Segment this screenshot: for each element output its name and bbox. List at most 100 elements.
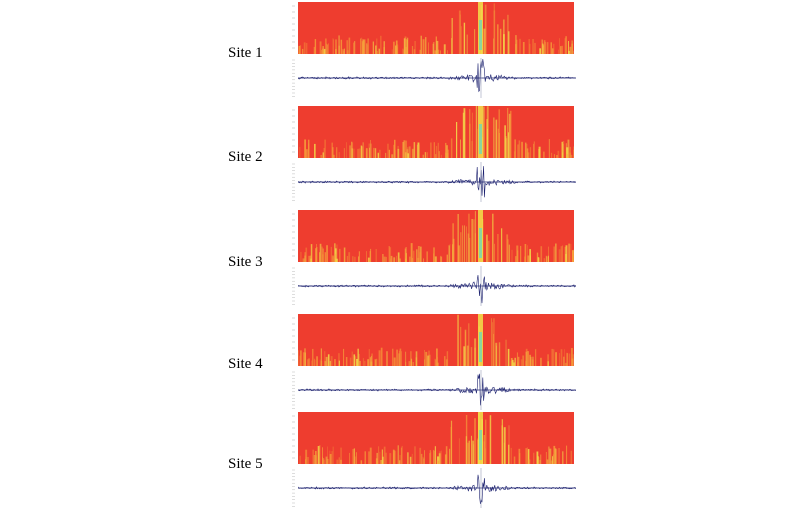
spectrogram-streak bbox=[396, 44, 399, 54]
spectrogram-streak bbox=[435, 154, 437, 158]
spectrogram-streak bbox=[559, 38, 560, 54]
spectrogram-streak bbox=[361, 41, 364, 54]
waveform-trace bbox=[298, 474, 576, 505]
spectrogram-streak bbox=[369, 357, 371, 366]
spectrogram-streak bbox=[413, 49, 416, 54]
spectrogram-streak bbox=[326, 44, 328, 54]
spectrogram-streak bbox=[533, 452, 535, 464]
spectrogram-streak bbox=[504, 125, 506, 158]
spectrogram-streak bbox=[364, 451, 366, 464]
spectrogram-streak bbox=[382, 254, 384, 262]
site-5-spectrogram bbox=[298, 412, 574, 464]
spectrogram-streak bbox=[332, 38, 334, 54]
spectrogram-streak bbox=[344, 247, 345, 262]
spectrogram-streak bbox=[555, 449, 558, 464]
spectrogram-streak bbox=[465, 226, 467, 262]
spectrogram-streak bbox=[383, 446, 386, 464]
spectrogram-streak bbox=[360, 460, 363, 464]
spectrogram-streak bbox=[494, 243, 495, 262]
spectrogram-streak bbox=[322, 456, 323, 464]
spectrogram-streak bbox=[397, 252, 400, 262]
spectrogram-streak bbox=[456, 122, 458, 158]
spectrogram-streak bbox=[463, 108, 466, 158]
spectrogram-streak bbox=[304, 352, 306, 366]
spectrogram-streak bbox=[312, 449, 314, 464]
spectrogram-streak bbox=[375, 249, 377, 262]
spectrogram-streak bbox=[434, 446, 436, 464]
spectrogram-streak bbox=[493, 38, 494, 54]
spectrogram-streak bbox=[402, 48, 404, 54]
spectrogram-streak bbox=[310, 244, 313, 262]
spectrogram-streak bbox=[379, 451, 381, 464]
spectrogram-streak bbox=[558, 49, 559, 54]
spectrogram-streak bbox=[465, 436, 468, 464]
spectrogram-streak bbox=[440, 255, 442, 262]
spectrogram-streak bbox=[308, 139, 310, 158]
spectrogram-streak bbox=[548, 139, 550, 158]
spectrogram-streak bbox=[561, 45, 563, 54]
spectrogram-streak bbox=[351, 351, 353, 366]
spectrogram-streak bbox=[530, 356, 532, 366]
spectrogram-streak bbox=[307, 457, 309, 464]
spectrogram-streak bbox=[346, 256, 349, 262]
waveform-trace bbox=[298, 59, 576, 93]
spectrogram-streak bbox=[467, 442, 469, 464]
site-3-spectrogram-image bbox=[300, 210, 574, 262]
spectrogram-streak bbox=[354, 356, 357, 366]
spectrogram-streak bbox=[311, 360, 313, 366]
spectrogram-streak bbox=[410, 351, 412, 366]
spectrogram-streak bbox=[527, 245, 528, 262]
spectrogram-streak bbox=[556, 155, 558, 158]
spectrogram-streak bbox=[393, 257, 396, 262]
spectrogram-streak bbox=[469, 123, 471, 158]
spectrogram-streak bbox=[353, 448, 355, 464]
spectrogram-streak bbox=[335, 248, 337, 262]
spectrogram-streak bbox=[536, 451, 539, 464]
spectrogram-streak bbox=[445, 142, 447, 158]
spectrogram-streak bbox=[539, 48, 542, 54]
spectrogram-streak bbox=[367, 257, 370, 262]
spectrogram-streak bbox=[352, 449, 354, 464]
spectrogram-streak bbox=[402, 49, 404, 54]
spectrogram-streak bbox=[569, 152, 572, 158]
spectrogram-streak bbox=[405, 140, 407, 158]
spectrogram-streak bbox=[375, 45, 377, 54]
spectrogram-streak bbox=[424, 350, 425, 366]
spectrogram-streak bbox=[564, 349, 565, 366]
spectrogram-streak bbox=[459, 14, 461, 54]
spectrogram-streak bbox=[432, 43, 434, 54]
spectrogram-streak bbox=[298, 350, 299, 366]
spectrogram-streak bbox=[569, 146, 571, 158]
spectrogram-streak bbox=[411, 453, 413, 464]
spectrogram-streak bbox=[383, 256, 386, 262]
spectrogram-streak bbox=[375, 458, 378, 464]
spectrogram-streak bbox=[532, 39, 534, 54]
spectrogram-streak bbox=[419, 447, 422, 464]
spectrogram-streak bbox=[299, 455, 301, 464]
spectrogram-streak bbox=[535, 349, 537, 366]
spectrogram-streak bbox=[305, 456, 307, 464]
spectrogram-streak bbox=[362, 142, 364, 158]
spectrogram-streak bbox=[367, 38, 369, 54]
spectrogram-streak bbox=[300, 350, 302, 366]
spectrogram-streak bbox=[564, 246, 566, 262]
spectrogram-streak bbox=[348, 37, 351, 54]
spectrogram-streak bbox=[566, 153, 568, 158]
spectrogram-streak bbox=[558, 448, 560, 464]
spectrogram-streak bbox=[540, 246, 543, 262]
spectrogram-streak bbox=[474, 338, 477, 366]
spectrogram-streak bbox=[322, 458, 325, 464]
spectrogram-streak bbox=[457, 346, 459, 366]
spectrogram-streak bbox=[568, 41, 569, 54]
spectrogram-streak bbox=[332, 147, 334, 158]
spectrogram-streak bbox=[468, 323, 470, 366]
spectrogram-streak bbox=[321, 246, 323, 262]
spectrogram-streak bbox=[471, 141, 473, 158]
spectrogram-streak bbox=[353, 148, 355, 158]
spectrogram-streak bbox=[463, 346, 466, 366]
spectrogram-streak bbox=[492, 221, 494, 262]
spectrogram-streak bbox=[299, 146, 301, 158]
spectrogram-streak bbox=[299, 45, 302, 54]
site-2-spectrogram bbox=[298, 106, 574, 158]
site-1-panel bbox=[282, 2, 576, 102]
